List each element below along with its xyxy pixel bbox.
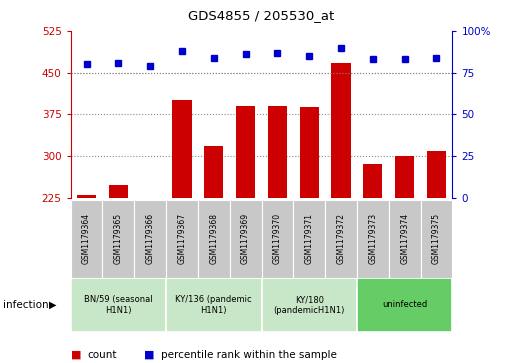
Text: ■: ■	[71, 350, 81, 360]
Bar	[173, 101, 191, 323]
Text: infection: infection	[3, 300, 48, 310]
Bar	[325, 200, 357, 278]
Text: GSM1179372: GSM1179372	[336, 213, 346, 264]
Bar	[236, 106, 255, 323]
Text: percentile rank within the sample: percentile rank within the sample	[161, 350, 336, 360]
Bar	[166, 200, 198, 278]
Bar	[395, 156, 414, 323]
Text: uninfected: uninfected	[382, 301, 427, 309]
Text: ▶: ▶	[49, 300, 56, 310]
Text: GSM1179367: GSM1179367	[177, 213, 187, 264]
Bar	[427, 151, 446, 323]
Bar	[198, 200, 230, 278]
Text: GSM1179374: GSM1179374	[400, 213, 409, 264]
Bar	[389, 200, 420, 278]
Text: GSM1179371: GSM1179371	[305, 213, 314, 264]
Text: GSM1179364: GSM1179364	[82, 213, 91, 264]
Text: count: count	[87, 350, 117, 360]
Bar	[71, 200, 103, 278]
Text: ■: ■	[144, 350, 154, 360]
Bar	[420, 200, 452, 278]
Bar	[71, 278, 166, 332]
Text: KY/136 (pandemic
H1N1): KY/136 (pandemic H1N1)	[175, 295, 252, 315]
Bar	[262, 278, 357, 332]
Bar	[141, 198, 160, 323]
Bar	[77, 195, 96, 323]
Text: GSM1179366: GSM1179366	[145, 213, 155, 264]
Text: BN/59 (seasonal
H1N1): BN/59 (seasonal H1N1)	[84, 295, 153, 315]
Text: GSM1179368: GSM1179368	[209, 213, 218, 264]
Bar	[230, 200, 262, 278]
Bar	[268, 106, 287, 323]
Text: GSM1179369: GSM1179369	[241, 213, 250, 264]
Bar	[103, 200, 134, 278]
Bar	[363, 164, 382, 323]
Bar	[134, 200, 166, 278]
Text: GSM1179365: GSM1179365	[114, 213, 123, 264]
Text: GSM1179375: GSM1179375	[432, 213, 441, 264]
Bar	[293, 200, 325, 278]
Bar	[332, 62, 350, 323]
Text: GSM1179373: GSM1179373	[368, 213, 378, 264]
Bar	[300, 107, 319, 323]
Bar	[357, 278, 452, 332]
Bar	[166, 278, 262, 332]
Bar	[357, 200, 389, 278]
Bar	[262, 200, 293, 278]
Text: GSM1179370: GSM1179370	[273, 213, 282, 264]
Text: KY/180
(pandemicH1N1): KY/180 (pandemicH1N1)	[274, 295, 345, 315]
Bar	[109, 185, 128, 323]
Text: GDS4855 / 205530_at: GDS4855 / 205530_at	[188, 9, 335, 22]
Bar	[204, 146, 223, 323]
